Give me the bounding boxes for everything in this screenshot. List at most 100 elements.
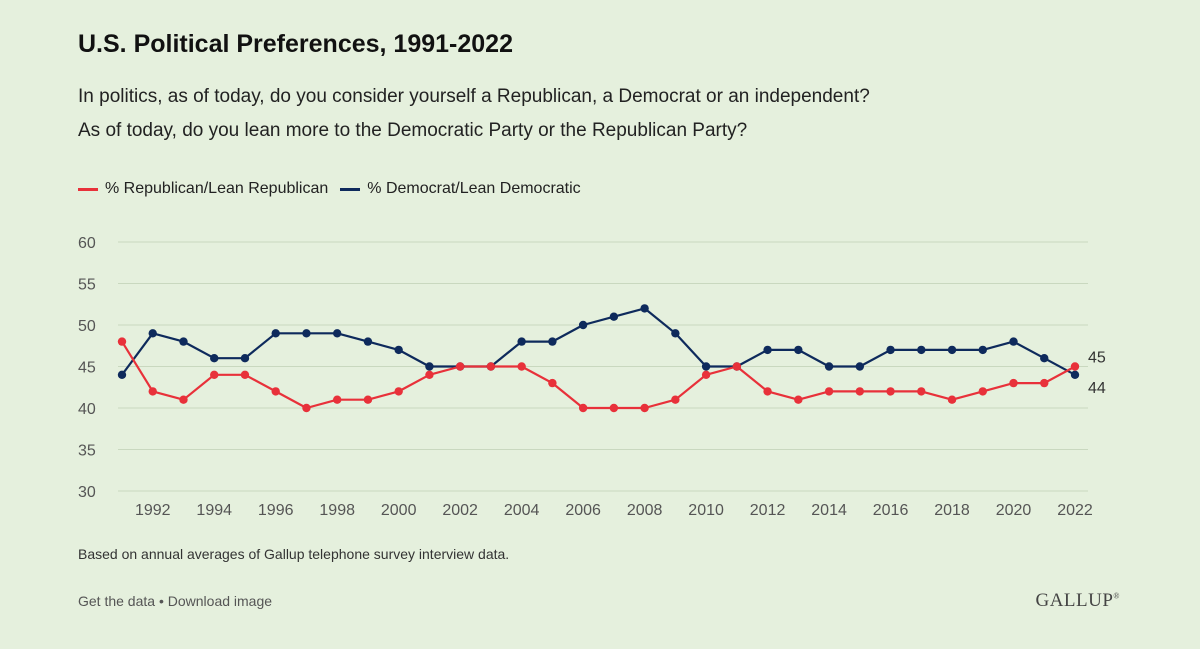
end-label-republican: 45: [1088, 350, 1106, 367]
x-tick-label: 2004: [504, 502, 540, 519]
x-tick-label: 2008: [627, 502, 663, 519]
data-point-democrat[interactable]: [917, 345, 926, 355]
data-point-democrat[interactable]: [609, 312, 619, 321]
data-point-republican[interactable]: [179, 395, 188, 404]
data-point-republican[interactable]: [917, 387, 926, 396]
y-tick-label: 40: [78, 401, 96, 418]
y-tick-label: 50: [78, 318, 96, 335]
gallup-logo: GALLUP®: [1035, 590, 1120, 612]
y-axis: 30 35 40 45 50 55 60: [78, 235, 96, 501]
data-point-democrat[interactable]: [947, 345, 957, 355]
data-point-republican[interactable]: [455, 362, 465, 371]
legend-label-democrat: % Democrat/Lean Democratic: [367, 180, 581, 197]
x-tick-label: 2020: [996, 502, 1032, 519]
link-separator: •: [155, 593, 168, 609]
data-point-republican[interactable]: [578, 403, 588, 413]
data-point-republican[interactable]: [271, 387, 280, 396]
data-point-republican[interactable]: [732, 362, 742, 371]
data-point-democrat[interactable]: [794, 345, 803, 355]
chart-legend: % Republican/Lean Republican % Democrat/…: [78, 180, 593, 198]
x-axis: 1992 1994 1996 1998 2000 2002 2004 2006 2008 2010…: [135, 502, 1093, 519]
data-point-republican[interactable]: [609, 403, 619, 413]
data-point-republican[interactable]: [1040, 378, 1049, 388]
legend-item-republican: % Republican/Lean Republican: [78, 180, 328, 198]
data-point-republican[interactable]: [363, 395, 373, 404]
data-point-democrat[interactable]: [210, 354, 219, 363]
data-point-democrat[interactable]: [886, 345, 895, 355]
data-point-republican[interactable]: [640, 403, 649, 413]
data-point-democrat[interactable]: [824, 362, 834, 371]
data-point-democrat[interactable]: [363, 337, 373, 346]
data-point-republican[interactable]: [978, 387, 987, 396]
data-point-republican[interactable]: [240, 370, 250, 379]
legend-swatch-democrat: [340, 187, 361, 191]
data-point-republican[interactable]: [763, 387, 772, 396]
end-label-democrat: 44: [1088, 380, 1106, 397]
data-point-republican[interactable]: [855, 387, 865, 396]
y-tick-label: 35: [78, 443, 96, 460]
data-point-democrat[interactable]: [271, 329, 280, 338]
y-tick-label: 60: [78, 235, 96, 252]
chart-gridlines: [118, 241, 1088, 492]
x-tick-label: 1992: [135, 502, 171, 519]
data-point-democrat[interactable]: [240, 354, 250, 363]
data-point-democrat[interactable]: [179, 337, 188, 346]
data-point-republican[interactable]: [425, 370, 434, 379]
data-point-republican[interactable]: [794, 395, 803, 404]
data-point-democrat[interactable]: [701, 362, 711, 371]
data-point-republican[interactable]: [671, 395, 680, 404]
x-tick-label: 2014: [811, 502, 847, 519]
data-point-republican[interactable]: [486, 362, 496, 371]
data-point-republican[interactable]: [394, 387, 403, 396]
data-point-republican[interactable]: [302, 403, 311, 413]
x-tick-label: 2012: [750, 502, 786, 519]
data-point-democrat[interactable]: [763, 345, 772, 355]
data-point-republican[interactable]: [1009, 378, 1018, 388]
chart-series: [121, 307, 1076, 410]
data-point-democrat[interactable]: [302, 329, 311, 338]
y-tick-label: 30: [78, 484, 96, 501]
series-line-republican: [121, 341, 1076, 410]
x-tick-label: 2016: [873, 502, 909, 519]
download-image-link[interactable]: Download image: [167, 593, 273, 609]
data-point-republican[interactable]: [517, 362, 526, 371]
data-point-democrat[interactable]: [578, 320, 588, 330]
data-point-democrat[interactable]: [548, 337, 557, 346]
data-point-democrat[interactable]: [425, 362, 434, 371]
data-point-republican[interactable]: [548, 378, 557, 388]
data-point-republican[interactable]: [148, 387, 157, 396]
legend-label-republican: % Republican/Lean Republican: [105, 180, 329, 197]
data-point-republican[interactable]: [210, 370, 219, 379]
x-tick-label: 2006: [565, 502, 601, 519]
data-point-democrat[interactable]: [148, 329, 157, 338]
data-point-republican[interactable]: [332, 395, 342, 404]
data-point-democrat[interactable]: [1040, 354, 1049, 363]
data-point-democrat[interactable]: [640, 304, 649, 313]
data-point-republican[interactable]: [701, 370, 711, 379]
data-point-republican[interactable]: [117, 337, 127, 346]
data-point-republican[interactable]: [947, 395, 957, 404]
data-point-democrat[interactable]: [332, 329, 342, 338]
x-tick-label: 2018: [934, 502, 970, 519]
data-point-democrat[interactable]: [1070, 370, 1080, 379]
x-tick-label: 1996: [258, 502, 294, 519]
x-tick-label: 1994: [196, 502, 232, 519]
data-point-democrat[interactable]: [978, 345, 987, 355]
footer-links: Get the data • Download image: [78, 593, 272, 609]
survey-question-2: As of today, do you lean more to the Dem…: [78, 120, 748, 141]
data-point-democrat[interactable]: [517, 337, 526, 346]
data-point-democrat[interactable]: [117, 370, 127, 379]
x-tick-label: 2010: [688, 502, 724, 519]
data-point-democrat[interactable]: [394, 345, 403, 355]
data-point-democrat[interactable]: [671, 329, 680, 338]
get-data-link[interactable]: Get the data: [78, 593, 156, 609]
data-point-republican[interactable]: [886, 387, 895, 396]
chart-points: [117, 304, 1080, 413]
data-point-republican[interactable]: [1070, 362, 1080, 371]
chart-title: U.S. Political Preferences, 1991-2022: [78, 30, 513, 58]
data-point-republican[interactable]: [824, 387, 834, 396]
data-point-democrat[interactable]: [855, 362, 865, 371]
data-point-democrat[interactable]: [1009, 337, 1018, 346]
legend-item-democrat: % Democrat/Lean Democratic: [340, 180, 581, 198]
